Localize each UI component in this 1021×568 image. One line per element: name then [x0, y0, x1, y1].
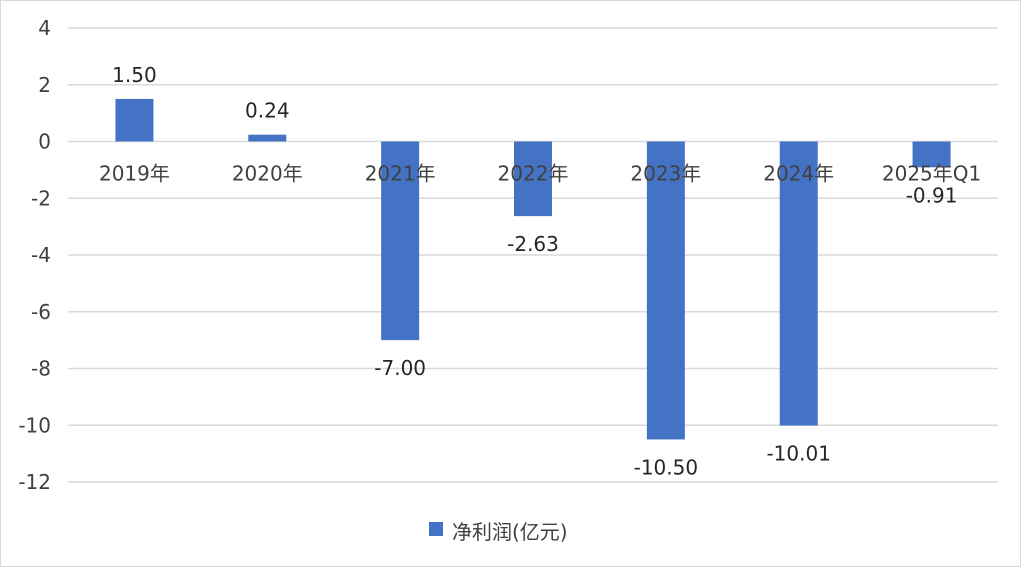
- data-label: -2.63: [507, 232, 559, 256]
- x-category-label: 2022年: [498, 162, 569, 186]
- data-labels: 1.50 0.24 -7.00 -2.63 -10.50 -10.01 -0.91: [112, 63, 957, 480]
- y-tick-label: -12: [18, 470, 51, 494]
- legend: 净利润(亿元): [429, 520, 568, 544]
- bar: [381, 141, 420, 341]
- data-label: -7.00: [374, 356, 426, 380]
- y-tick-label: -10: [18, 413, 51, 437]
- x-axis-category-labels: 2019年 2020年 2021年 2022年 2023年 2024年 2025年Q1: [99, 162, 981, 186]
- x-category-label: 2023年: [630, 162, 701, 186]
- bar: [912, 141, 951, 168]
- x-category-label: 2025年Q1: [882, 162, 981, 186]
- legend-label: 净利润(亿元): [452, 520, 568, 544]
- data-label: -0.91: [906, 183, 958, 207]
- bar: [115, 98, 154, 142]
- x-category-label: 2024年: [763, 162, 834, 186]
- y-axis-tick-labels: 4 2 0 -2 -4 -6 -8 -10 -12: [18, 16, 51, 494]
- data-label: 1.50: [112, 63, 157, 87]
- data-label: 0.24: [245, 99, 290, 123]
- y-tick-label: 2: [38, 73, 51, 97]
- bar: [779, 141, 818, 426]
- y-tick-label: -8: [31, 357, 51, 381]
- bar: [514, 141, 552, 217]
- y-tick-label: -2: [31, 186, 51, 210]
- y-tick-label: 4: [38, 16, 51, 40]
- x-category-label: 2021年: [365, 162, 436, 186]
- y-tick-label: -6: [31, 300, 51, 324]
- bars: [115, 98, 951, 440]
- gridlines: [68, 27, 998, 483]
- legend-swatch: [429, 522, 443, 536]
- data-label: -10.50: [634, 455, 698, 479]
- x-category-label: 2020年: [232, 162, 303, 186]
- x-category-label: 2019年: [99, 162, 170, 186]
- bar: [248, 134, 287, 142]
- y-tick-label: 0: [38, 130, 51, 154]
- bar: [646, 141, 685, 440]
- y-tick-label: -4: [31, 243, 51, 267]
- data-label: -10.01: [766, 442, 830, 466]
